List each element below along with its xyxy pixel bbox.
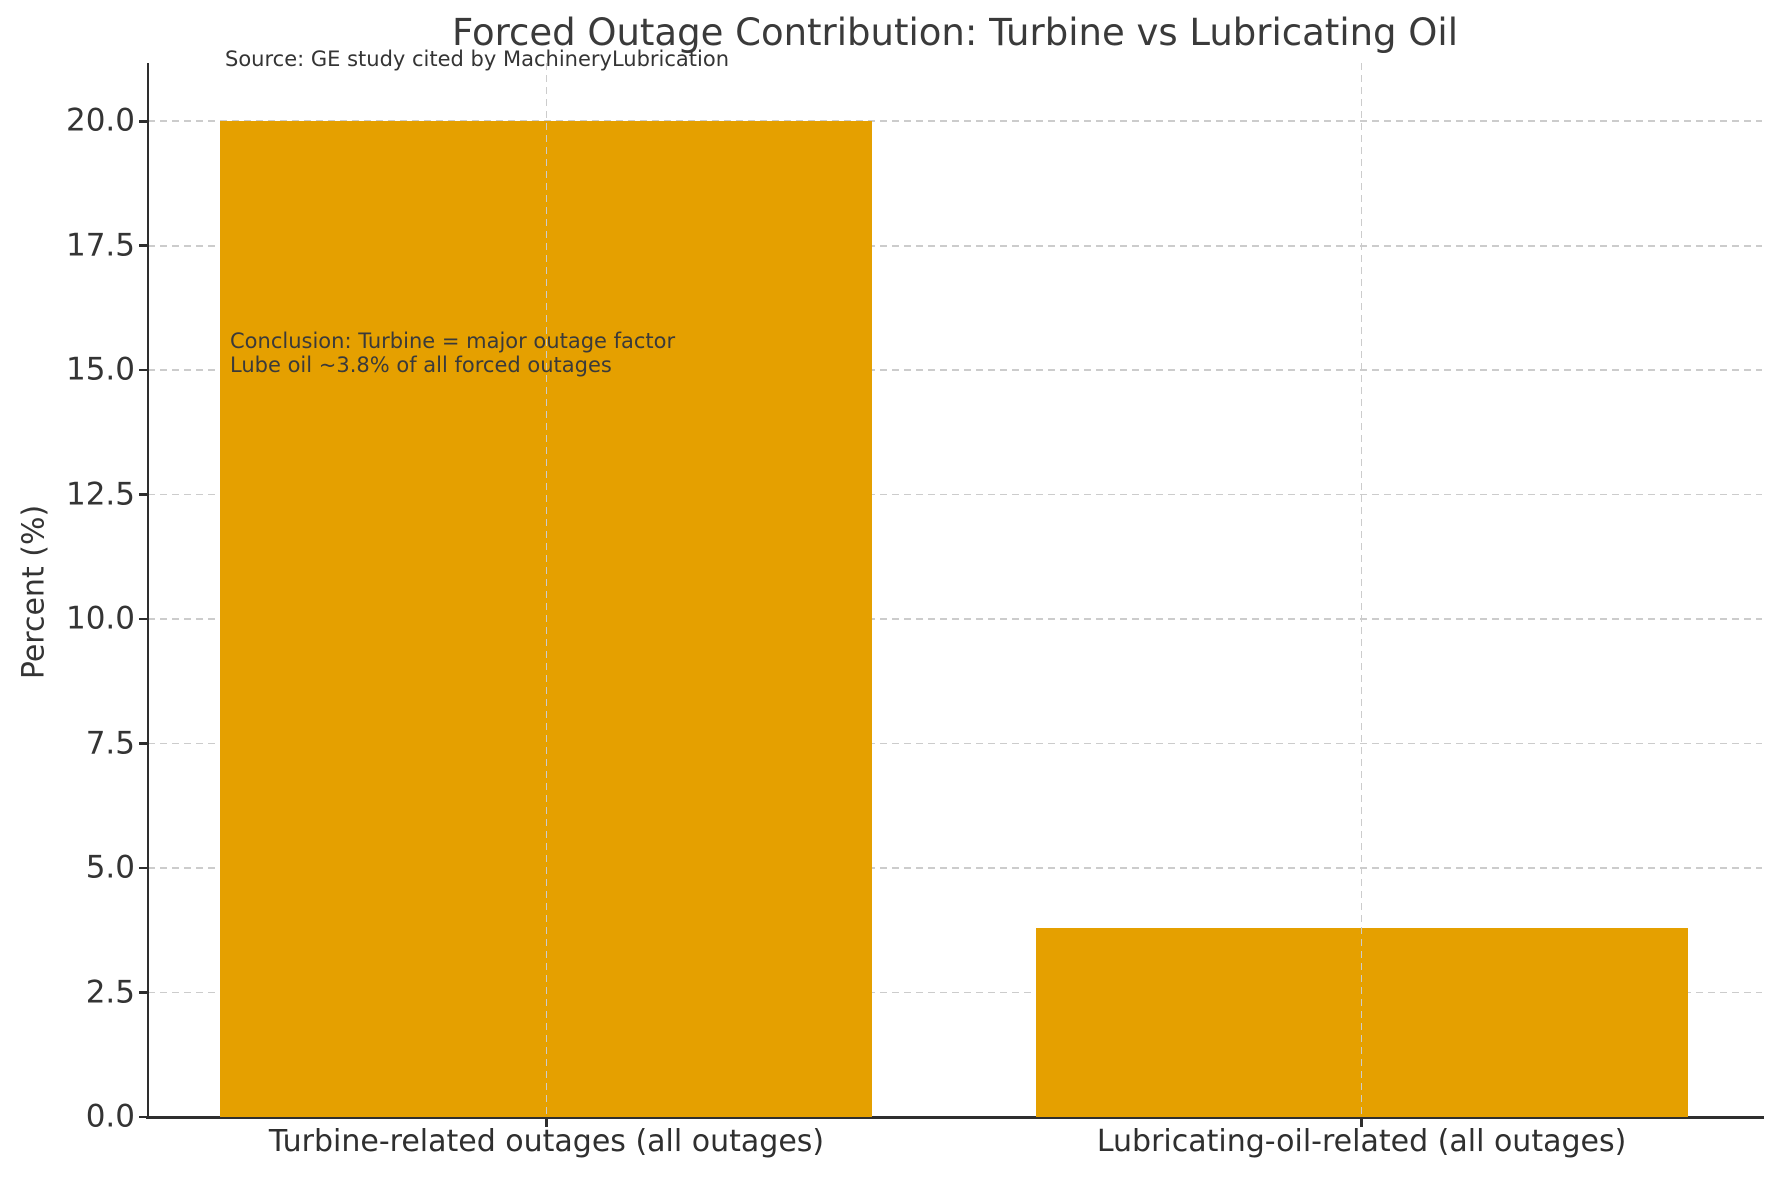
source-note: Source: GE study cited by MachineryLubri… (225, 47, 730, 71)
y-tick-label: 2.5 (85, 973, 135, 1010)
y-tick-label: 17.5 (65, 226, 135, 263)
gridline-horizontal (148, 493, 1762, 496)
y-tick-mark (138, 1115, 147, 1119)
gridline-horizontal (148, 369, 1762, 371)
gridline-horizontal (148, 120, 1762, 123)
y-tick-mark (138, 742, 147, 745)
annotation-line-2: Lube oil ~3.8% of all forced outages (230, 352, 612, 377)
y-axis-label: Percent (%) (16, 504, 52, 680)
y-tick-label: 10.0 (65, 600, 135, 637)
y-tick-mark (138, 244, 147, 247)
x-tick-label: Turbine-related outages (all outages) (268, 1124, 825, 1159)
gridline-vertical (1360, 63, 1363, 1117)
gridline-horizontal (148, 244, 1762, 247)
chart-title: Forced Outage Contribution: Turbine vs L… (452, 11, 1458, 54)
plot-area: Conclusion: Turbine = major outage facto… (66, 63, 1762, 1159)
gridline-horizontal (148, 618, 1762, 620)
y-tick-label: 15.0 (65, 351, 135, 388)
annotation: Conclusion: Turbine = major outage facto… (230, 329, 676, 377)
y-tick-label: 5.0 (85, 849, 135, 886)
y-axis-spine (146, 63, 149, 1118)
y-tick-mark (138, 368, 147, 372)
x-tick-mark (545, 1117, 548, 1127)
y-tick-mark (138, 120, 147, 123)
gridline-horizontal (148, 867, 1762, 869)
gridline-horizontal (148, 991, 1762, 994)
y-tick-mark (138, 991, 147, 994)
y-tick-mark (138, 866, 147, 870)
y-tick-label: 7.5 (85, 724, 135, 761)
y-tick-label: 0.0 (85, 1098, 135, 1135)
gridline-vertical (545, 63, 548, 1117)
y-tick-mark (138, 617, 147, 621)
y-tick-mark (138, 493, 147, 496)
x-axis-spine (145, 1115, 1764, 1119)
x-tick-mark (1360, 1117, 1363, 1127)
annotation-line-1: Conclusion: Turbine = major outage facto… (230, 329, 676, 353)
y-tick-label: 12.5 (65, 475, 135, 512)
y-tick-label: 20.0 (65, 102, 135, 139)
gridline-horizontal (148, 742, 1762, 745)
x-tick-label: Lubricating-oil-related (all outages) (1096, 1124, 1627, 1159)
